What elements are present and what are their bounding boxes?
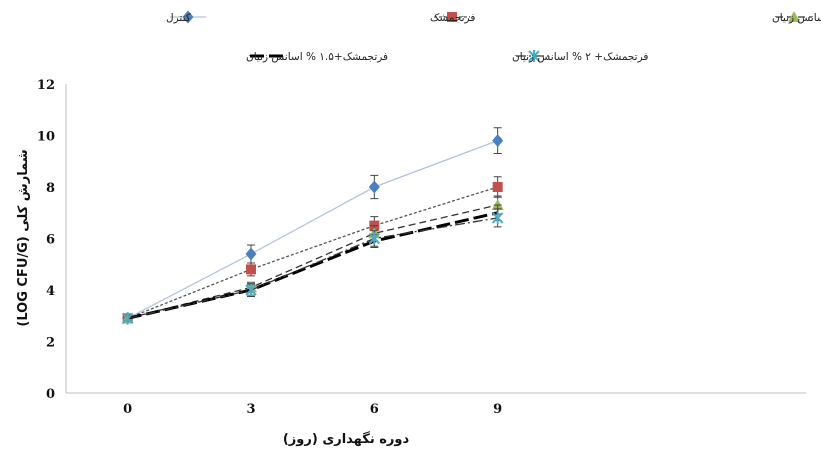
series-3 — [121, 195, 504, 324]
series-4 — [123, 204, 502, 322]
series-line — [127, 204, 498, 319]
legend-swatch-marker — [788, 11, 800, 22]
data-point — [492, 182, 503, 192]
series-1 — [122, 127, 504, 325]
legend-label: کنترل — [166, 12, 191, 24]
y-tick-label: 8 — [46, 181, 55, 196]
x-tick-labels: 0 3 6 9 — [123, 402, 502, 417]
y-tick-label: 4 — [46, 284, 55, 299]
data-point — [491, 211, 504, 224]
x-tick-label: 3 — [246, 402, 255, 417]
legend-label: فرتجمشک+۱.۵ % اسانس زنیان — [246, 51, 388, 63]
x-tick-label: 6 — [370, 402, 379, 417]
y-tick-label: 2 — [46, 336, 55, 351]
y-tick-label: 10 — [37, 130, 55, 145]
data-point — [368, 180, 380, 194]
legend-label: فرتجمشک+۱ %اسانس زنیان — [772, 12, 821, 24]
x-tick-label: 0 — [123, 402, 132, 417]
y-tick-labels: 0 2 4 6 8 10 12 — [37, 78, 55, 402]
legend-swatch-marker — [447, 12, 457, 22]
y-tick-label: 6 — [46, 233, 55, 248]
legend-swatch-marker — [182, 10, 194, 24]
x-axis-title: دوره نگهداری (روز) — [283, 431, 410, 447]
legend-item-4: فرتجمشک+۱.۵ % اسانس زنیان — [246, 51, 388, 63]
x-tick-label: 9 — [493, 402, 502, 417]
axes — [65, 84, 806, 394]
series-line — [127, 140, 498, 319]
legend: کنترل فرتجمشک فرتجمشک+۱ %اسانس زنیان فرتجمش… — [166, 10, 821, 63]
legend-label: فرتجمشک+ ۲ % اسانس زنیان — [512, 51, 648, 63]
legend-item-2: فرتجمشک — [430, 12, 475, 24]
y-tick-label: 12 — [37, 78, 55, 93]
data-point — [121, 312, 134, 325]
data-point — [368, 232, 381, 245]
series-line — [127, 217, 498, 319]
legend-item-1: کنترل — [166, 10, 206, 24]
data-point — [245, 247, 257, 261]
legend-label: فرتجمشک — [430, 12, 475, 24]
plot-area — [121, 127, 504, 325]
legend-swatch-marker — [528, 50, 540, 62]
y-axis-title: شمارش کلی (LOG CFU/G) — [16, 149, 31, 326]
legend-item-3: فرتجمشک+۱ %اسانس زنیان — [772, 11, 821, 24]
series-line — [127, 186, 498, 319]
series-2 — [122, 176, 503, 324]
data-point — [246, 264, 256, 275]
series-line — [127, 211, 499, 320]
y-tick-label: 0 — [46, 387, 55, 402]
data-point — [245, 284, 257, 296]
series-5 — [121, 208, 504, 325]
legend-item-5: فرتجمشک+ ۲ % اسانس زنیان — [512, 50, 648, 63]
data-point — [492, 134, 504, 148]
